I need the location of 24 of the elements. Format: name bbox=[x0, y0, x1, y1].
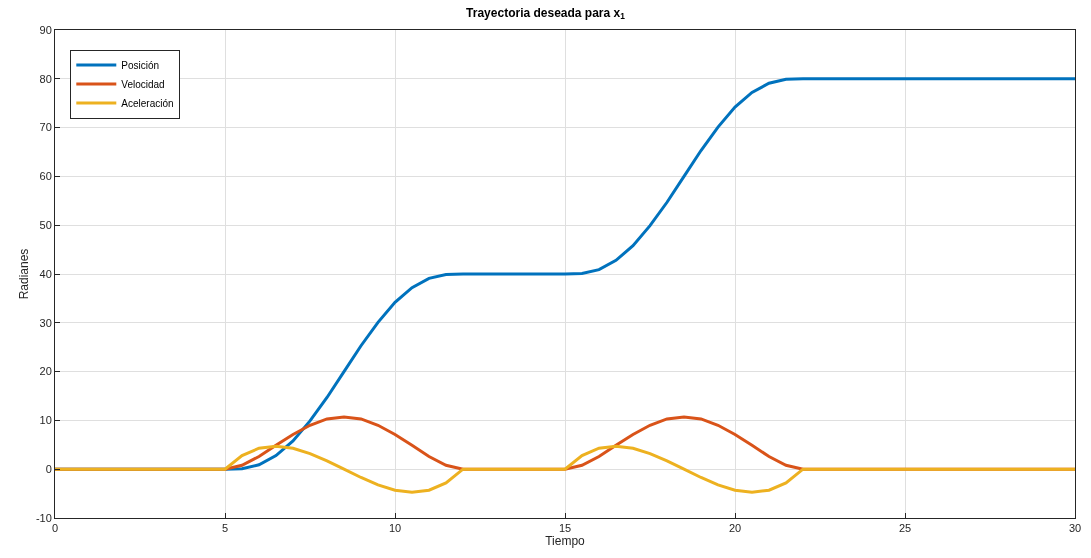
y-tick-label: 80 bbox=[39, 72, 52, 85]
legend-label: Posición bbox=[121, 59, 160, 71]
y-tick-label: 10 bbox=[39, 414, 52, 427]
y-tick-label: 20 bbox=[39, 365, 52, 378]
legend-label: Aceleración bbox=[121, 97, 174, 109]
x-tick-label: 25 bbox=[898, 522, 912, 535]
y-tick-label: 60 bbox=[39, 170, 52, 183]
x-tick-label: 30 bbox=[1068, 522, 1082, 535]
legend-label: Velocidad bbox=[121, 78, 165, 90]
line-series bbox=[55, 444, 1075, 494]
x-tick-label: 5 bbox=[221, 522, 229, 535]
y-tick-label: 90 bbox=[39, 23, 52, 36]
x-tick-label: 15 bbox=[558, 522, 572, 535]
x-tick-label: 20 bbox=[728, 522, 742, 535]
y-axis-title: Radianes bbox=[17, 248, 32, 300]
y-tick-label: 0 bbox=[45, 463, 52, 476]
x-axis-title: Tiempo bbox=[545, 534, 586, 549]
y-tick-label: 30 bbox=[39, 316, 52, 329]
chart-title: Trayectoria deseada para x$_{1}$ bbox=[466, 5, 626, 22]
y-tick-label: 40 bbox=[39, 267, 52, 280]
y-tick-label: 50 bbox=[39, 219, 52, 232]
x-tick-label: 10 bbox=[388, 522, 402, 535]
y-tick-label: 70 bbox=[39, 121, 52, 134]
y-tick-label: -10 bbox=[35, 511, 52, 524]
